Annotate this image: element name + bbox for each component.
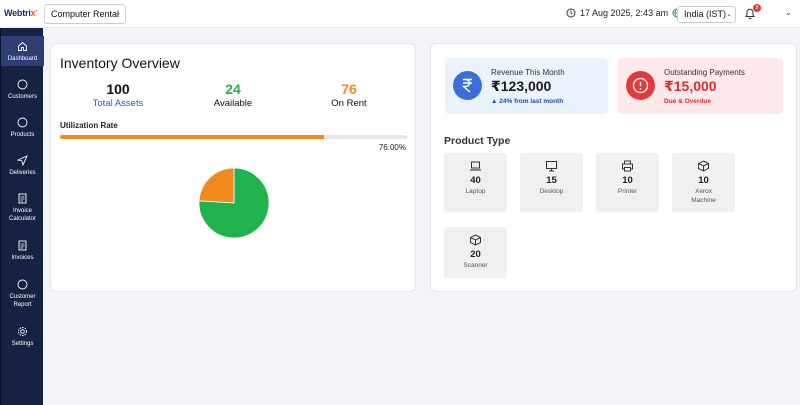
document-icon	[18, 193, 27, 204]
sidebar-item-label: Invoice Calculator	[8, 208, 36, 222]
timezone-select[interactable]: India (IST) ⌄	[677, 6, 736, 23]
product-name: Scanner	[463, 262, 488, 269]
revenue-label: Revenue This Month	[491, 68, 565, 77]
product-name: Desktop	[539, 188, 564, 195]
notification-badge: 8	[753, 4, 761, 12]
sidebar-item-label: Settings	[11, 341, 34, 347]
product-count: 10	[698, 175, 709, 186]
inventory-title: Inventory Overview	[60, 55, 180, 71]
sidebar-item-customer-report[interactable]: Customer Report	[1, 279, 44, 309]
send-icon	[17, 155, 28, 166]
product-count: 15	[546, 175, 557, 186]
available-label: Available	[213, 98, 253, 109]
sidebar-item-label: Dashboard	[7, 56, 38, 62]
revenue-change-text: 24% from last month	[499, 98, 564, 105]
sidebar-item-label: Products	[10, 132, 35, 138]
datetime-text: 17 Aug 2025, 2:43 am	[580, 8, 669, 18]
outstanding-payments-box: Outstanding Payments ₹15,000 Due & Overd…	[618, 58, 783, 114]
total-assets-stat: 100 Total Assets	[73, 81, 163, 109]
monitor-icon	[546, 161, 557, 172]
circle-icon	[17, 117, 28, 128]
timezone-value: India (IST)	[684, 9, 727, 19]
on-rent-value: 76	[341, 81, 357, 97]
sidebar-item-settings[interactable]: Settings	[1, 326, 44, 348]
on-rent-stat: 76 On Rent	[304, 81, 394, 109]
available-stat: 24 Available	[188, 81, 278, 109]
product-tile-laptop[interactable]: 40 Laptop	[444, 153, 507, 212]
total-assets-value: 100	[106, 81, 130, 97]
pie-slice-available	[198, 167, 235, 204]
circle-icon	[17, 279, 28, 290]
sidebar: Dashboard Customers Products Deliveries …	[0, 28, 44, 405]
payments-amount: ₹15,000	[664, 78, 717, 94]
sidebar-item-label: Invoices	[11, 255, 34, 261]
finance-product-card: Revenue This Month ₹123,000 ▲ 24% from l…	[430, 43, 797, 292]
category-select-value: Computer Rental	[51, 9, 120, 19]
alert-icon	[626, 71, 655, 100]
product-type-title: Product Type	[444, 135, 511, 147]
revenue-box: Revenue This Month ₹123,000 ▲ 24% from l…	[445, 58, 608, 114]
sidebar-item-invoices[interactable]: Invoices	[1, 240, 44, 262]
inventory-pie-chart	[198, 167, 270, 239]
total-assets-label: Total Assets	[92, 98, 144, 109]
sidebar-item-invoice-calculator[interactable]: Invoice Calculator	[1, 193, 44, 223]
utilization-label: Utilization Rate	[60, 121, 118, 130]
category-select[interactable]: Computer Rental ⌄	[44, 4, 126, 24]
product-count: 10	[622, 175, 633, 186]
sidebar-item-products[interactable]: Products	[1, 117, 44, 139]
product-name: Laptop	[465, 188, 486, 195]
sidebar-item-dashboard[interactable]: Dashboard	[1, 36, 44, 66]
arrow-up-icon: ▲	[491, 98, 500, 105]
document-icon	[18, 240, 27, 251]
product-tile-desktop[interactable]: 15 Desktop	[520, 153, 583, 212]
rupee-icon	[453, 71, 482, 100]
gear-icon	[18, 327, 27, 336]
sidebar-item-label: Customers	[7, 94, 37, 100]
home-icon	[18, 41, 27, 51]
payments-label: Outstanding Payments	[664, 68, 745, 77]
on-rent-label: On Rent	[331, 98, 367, 109]
product-tile-scanner[interactable]: 20 Scanner	[444, 227, 507, 278]
utilization-progress-fill	[60, 135, 324, 139]
app-logo[interactable]: Webtrix▪	[4, 8, 38, 18]
clock-icon	[566, 8, 576, 18]
utilization-progress-bar	[60, 135, 407, 139]
sidebar-item-customers[interactable]: Customers	[1, 79, 44, 101]
top-bar: Webtrix▪ Computer Rental ⌄ 17 Aug 2025, …	[0, 0, 800, 28]
revenue-change: ▲ 24% from last month	[491, 98, 563, 105]
product-tile-printer[interactable]: 10 Printer	[596, 153, 659, 212]
inventory-overview-card: Inventory Overview 100 Total Assets 24 A…	[50, 43, 416, 292]
box-icon	[698, 160, 709, 172]
available-value: 24	[225, 81, 241, 97]
datetime-display: 17 Aug 2025, 2:43 am	[566, 8, 682, 18]
sidebar-item-label: Deliveries	[9, 170, 36, 176]
product-count: 40	[470, 175, 481, 186]
utilization-percent: 76.00%	[378, 143, 406, 152]
chevron-down-icon: ⌄	[115, 10, 121, 17]
user-menu-chevron-icon[interactable]: ⌄	[785, 8, 792, 17]
circle-icon	[17, 79, 28, 90]
product-tile-xerox-machine[interactable]: 10 Xerox Machine	[672, 153, 735, 212]
product-count: 20	[470, 249, 481, 260]
printer-icon	[622, 160, 633, 172]
box-icon	[470, 234, 481, 246]
revenue-amount: ₹123,000	[491, 78, 552, 94]
product-name: Xerox Machine	[691, 188, 716, 204]
laptop-icon	[470, 161, 481, 171]
payments-status: Due & Overdue	[664, 98, 711, 105]
sidebar-item-label: Customer Report	[9, 294, 36, 308]
sidebar-item-deliveries[interactable]: Deliveries	[1, 155, 44, 177]
chevron-down-icon: ⌄	[726, 11, 732, 18]
bell-icon[interactable]	[744, 7, 756, 20]
product-name: Printer	[617, 188, 638, 195]
